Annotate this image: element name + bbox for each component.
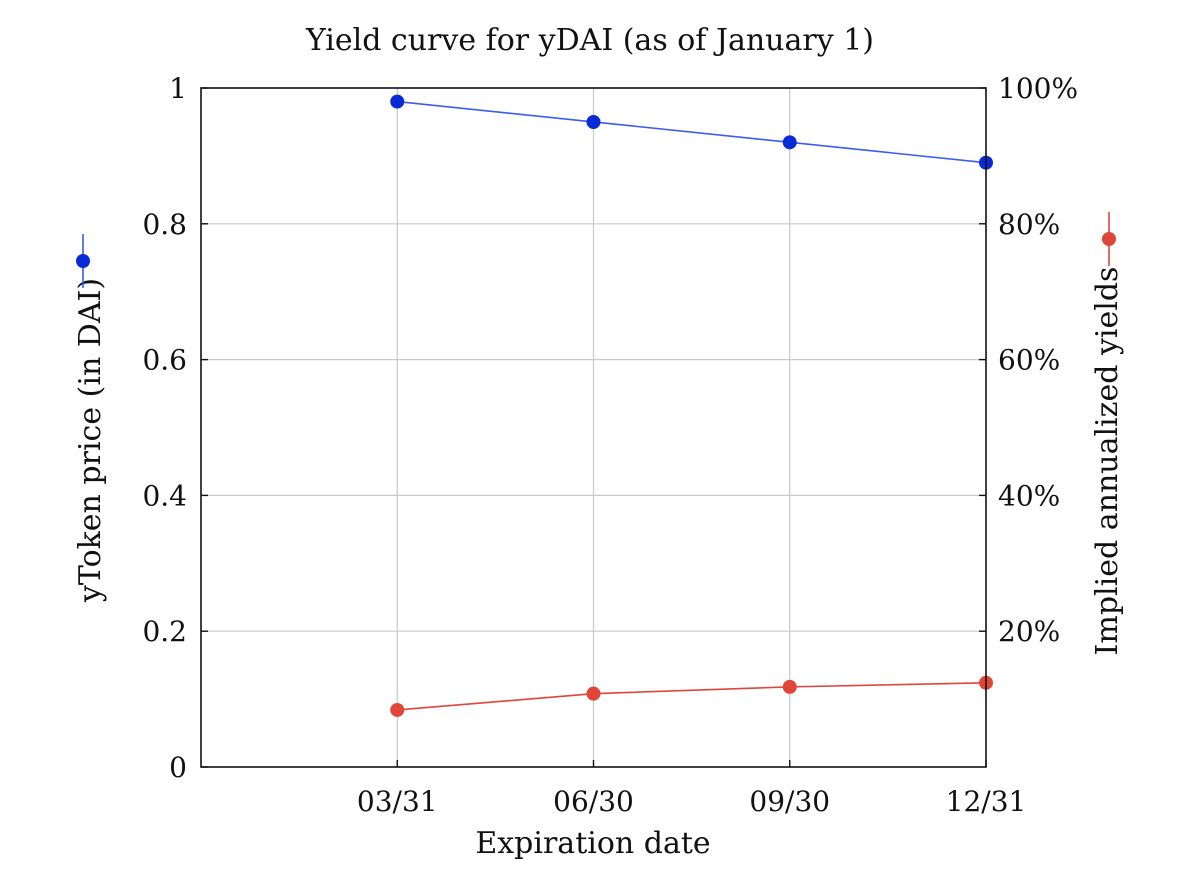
y-right-tick-label: 100%	[998, 72, 1078, 105]
series-1-line	[397, 100, 987, 164]
y-left-tick-label: 0.6	[142, 344, 187, 377]
legend-left-series-marker	[76, 234, 90, 288]
chart-title: Yield curve for yDAI (as of January 1)	[305, 23, 874, 58]
y-left-tick-label: 1	[169, 72, 187, 105]
x-tick-label: 09/30	[749, 785, 830, 818]
x-tick-label: 06/30	[553, 785, 634, 818]
y-right-tick-label: 40%	[998, 479, 1060, 512]
series-1-point	[782, 135, 797, 150]
series-1-point	[390, 94, 405, 109]
y-right-tick-label: 60%	[998, 344, 1060, 377]
series-2-point	[390, 702, 405, 717]
y-right-tick-label: 80%	[998, 208, 1060, 241]
legend-right-dot	[1102, 232, 1116, 246]
y-axis-right-label: Implied annualized yields	[1090, 267, 1125, 656]
y-axis-left-label: yToken price (in DAI)	[73, 278, 108, 603]
y-left-tick-label: 0.4	[142, 479, 187, 512]
legend-right-series-marker	[1102, 212, 1116, 266]
series-2-point	[782, 679, 797, 694]
legend-left-dot	[76, 254, 90, 268]
series-layer	[390, 94, 993, 717]
grid-layer	[201, 88, 986, 767]
series-1-point	[586, 114, 601, 129]
y-left-tick-label: 0.8	[142, 208, 187, 241]
x-tick-label: 03/31	[357, 785, 438, 818]
y-right-tick-label: 20%	[998, 615, 1060, 648]
y-left-tick-label: 0	[169, 751, 187, 784]
x-axis-label: Expiration date	[475, 826, 710, 861]
series-2-point	[586, 686, 601, 701]
ticks-layer: 0 0.2 0.4 0.6 0.8 1 20% 40% 60% 80% 100% 03/31 06/30…	[142, 72, 1078, 818]
y-left-tick-label: 0.2	[142, 615, 187, 648]
series-2-line	[397, 682, 987, 711]
x-tick-label: 12/31	[946, 785, 1027, 818]
